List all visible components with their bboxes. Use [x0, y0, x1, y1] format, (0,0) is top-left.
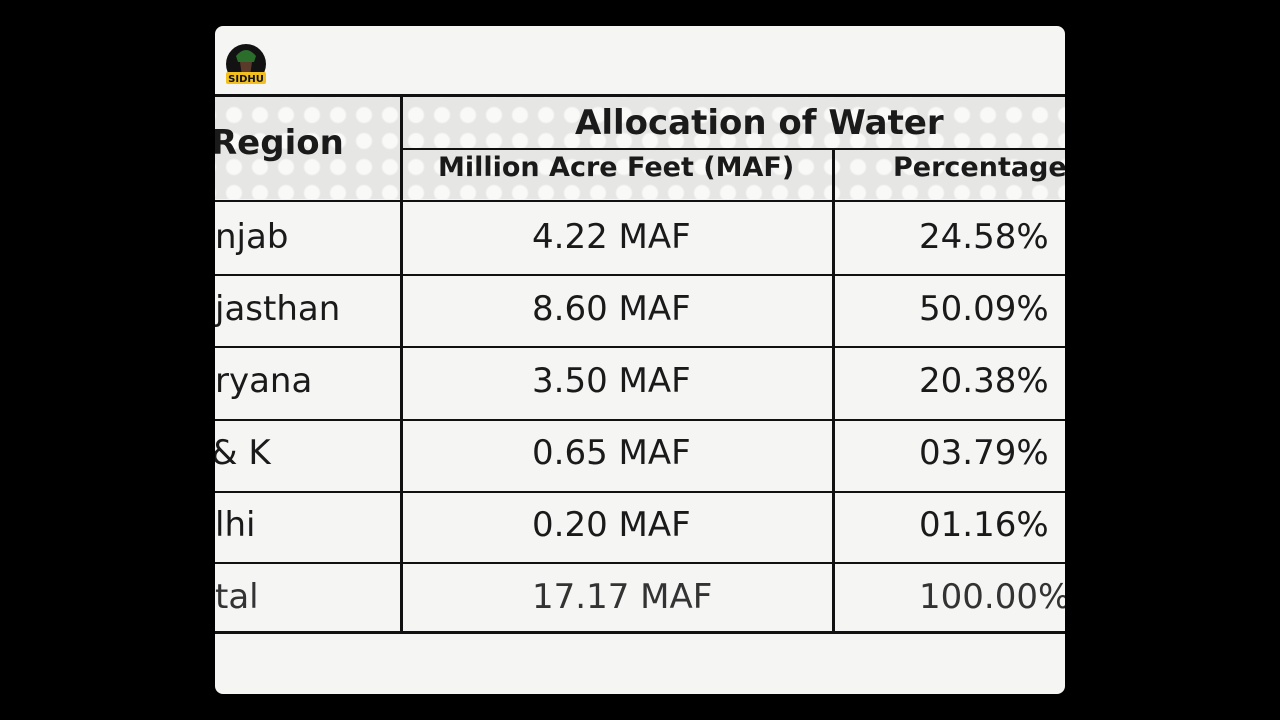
logo-text: SIDHU — [228, 74, 264, 85]
rule-row — [215, 562, 1065, 564]
rule-row — [215, 274, 1065, 276]
rule-row — [215, 491, 1065, 493]
document-card: SIDHU Region Allocation of Water Million… — [215, 26, 1065, 694]
cell-percentage: 50.09% — [919, 289, 1049, 329]
cell-region: lhi — [215, 505, 256, 545]
cell-region: njab — [215, 217, 289, 257]
cell-region: ryana — [215, 361, 313, 401]
cell-percentage: 20.38% — [919, 361, 1049, 401]
cell-maf: 8.60 MAF — [532, 289, 691, 329]
header-maf: Million Acre Feet (MAF) — [438, 152, 795, 183]
rule-col-region — [400, 94, 403, 634]
rule-header-bottom — [215, 200, 1065, 202]
cell-maf: 0.65 MAF — [532, 433, 691, 473]
cell-percentage: 01.16% — [919, 505, 1049, 545]
rule-top — [215, 94, 1065, 97]
cell-percentage: 24.58% — [919, 217, 1049, 257]
cell-maf: 0.20 MAF — [532, 505, 691, 545]
rule-row — [215, 419, 1065, 421]
rule-row — [215, 346, 1065, 348]
header-percentage: Percentage — [893, 152, 1065, 183]
cell-region: & K — [215, 433, 271, 473]
table-header-band — [215, 94, 1065, 199]
cell-percentage: 03.79% — [919, 433, 1049, 473]
cell-percentage-total: 100.00% — [919, 577, 1065, 617]
channel-logo: SIDHU — [226, 44, 266, 85]
rule-subheader — [402, 148, 1065, 150]
water-allocation-table: Region Allocation of Water Million Acre … — [215, 94, 1065, 636]
cell-region-total: tal — [215, 577, 259, 617]
cell-maf: 4.22 MAF — [532, 217, 691, 257]
cell-maf-total: 17.17 MAF — [532, 577, 713, 617]
rule-col-maf — [832, 148, 835, 634]
header-allocation: Allocation of Water — [575, 103, 944, 143]
rule-bottom — [215, 631, 1065, 634]
cell-region: jasthan — [215, 289, 341, 329]
cell-maf: 3.50 MAF — [532, 361, 691, 401]
header-region: Region — [215, 123, 344, 163]
